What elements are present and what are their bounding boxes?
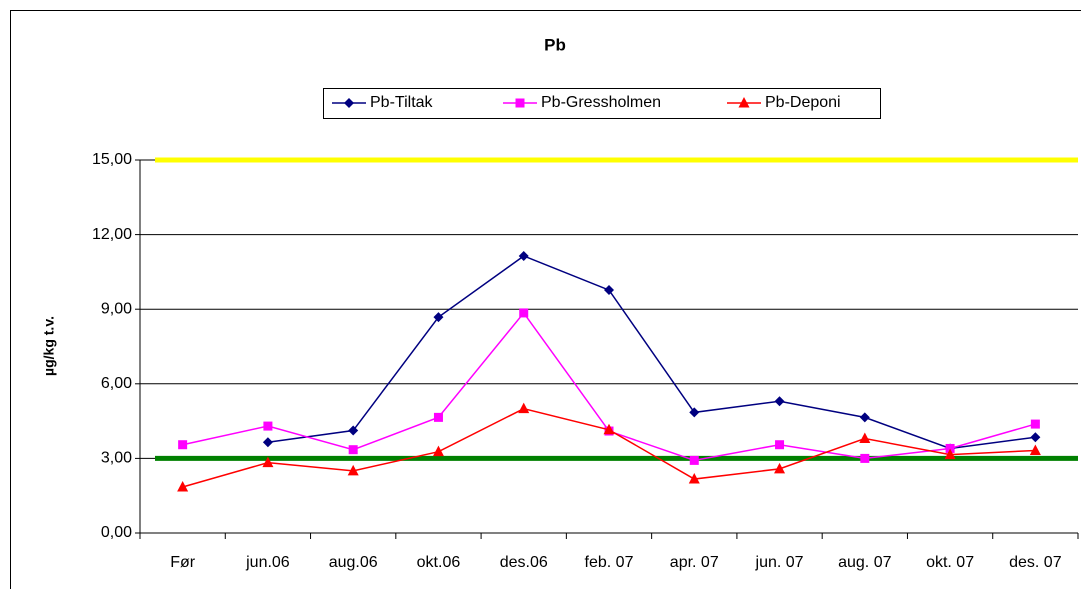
data-point bbox=[1030, 419, 1040, 429]
legend-marker bbox=[515, 98, 525, 108]
legend-marker bbox=[344, 98, 354, 108]
data-point bbox=[689, 455, 699, 465]
x-tick-label: des.06 bbox=[500, 554, 548, 571]
x-tick-label: aug.06 bbox=[329, 554, 378, 571]
data-point bbox=[859, 412, 870, 423]
data-point bbox=[604, 285, 614, 296]
x-tick-label: okt.06 bbox=[417, 554, 461, 571]
x-tick-label: jun. 07 bbox=[755, 554, 804, 571]
data-point bbox=[774, 396, 785, 407]
data-point bbox=[518, 250, 529, 261]
legend-label: Pb-Deponi bbox=[765, 94, 841, 111]
y-axis-label: µg/kg t.v. bbox=[41, 316, 57, 376]
data-point bbox=[775, 440, 785, 450]
data-point bbox=[262, 456, 274, 468]
x-tick-label: jun.06 bbox=[245, 554, 290, 571]
chart-title: Pb bbox=[544, 35, 566, 54]
data-point bbox=[348, 445, 358, 455]
data-point bbox=[347, 464, 359, 476]
y-tick-label: 0,00 bbox=[101, 524, 132, 541]
data-point bbox=[603, 423, 615, 435]
data-point bbox=[1029, 444, 1041, 455]
data-point bbox=[860, 453, 870, 463]
data-point bbox=[262, 437, 273, 448]
data-point bbox=[178, 440, 188, 450]
series-line bbox=[267, 255, 1036, 450]
x-tick-label: Før bbox=[170, 554, 196, 571]
data-point bbox=[688, 473, 700, 484]
data-point bbox=[519, 308, 529, 318]
x-tick-label: apr. 07 bbox=[670, 554, 719, 571]
data-point bbox=[432, 445, 444, 457]
legend-label: Pb-Tiltak bbox=[370, 94, 434, 111]
data-point bbox=[433, 312, 444, 323]
y-tick-label: 15,00 bbox=[92, 151, 132, 168]
data-point bbox=[689, 407, 700, 418]
data-point bbox=[348, 425, 359, 436]
data-point bbox=[177, 480, 189, 492]
data-point bbox=[518, 402, 530, 414]
x-tick-label: okt. 07 bbox=[926, 554, 974, 571]
y-tick-label: 12,00 bbox=[92, 226, 132, 243]
y-tick-label: 3,00 bbox=[101, 450, 132, 467]
data-point bbox=[859, 432, 871, 444]
data-point bbox=[774, 462, 786, 474]
legend-box bbox=[323, 88, 881, 119]
x-tick-label: aug. 07 bbox=[838, 554, 891, 571]
legend-label: Pb-Gressholmen bbox=[541, 94, 661, 111]
data-point bbox=[263, 421, 273, 431]
data-point bbox=[1030, 432, 1041, 443]
data-point bbox=[944, 448, 956, 460]
legend-marker bbox=[738, 97, 750, 108]
data-point bbox=[433, 412, 443, 422]
y-tick-label: 9,00 bbox=[101, 300, 132, 317]
y-tick-label: 6,00 bbox=[101, 375, 132, 392]
x-tick-label: des. 07 bbox=[1009, 554, 1062, 571]
data-point bbox=[945, 443, 955, 453]
x-tick-label: feb. 07 bbox=[585, 554, 634, 571]
